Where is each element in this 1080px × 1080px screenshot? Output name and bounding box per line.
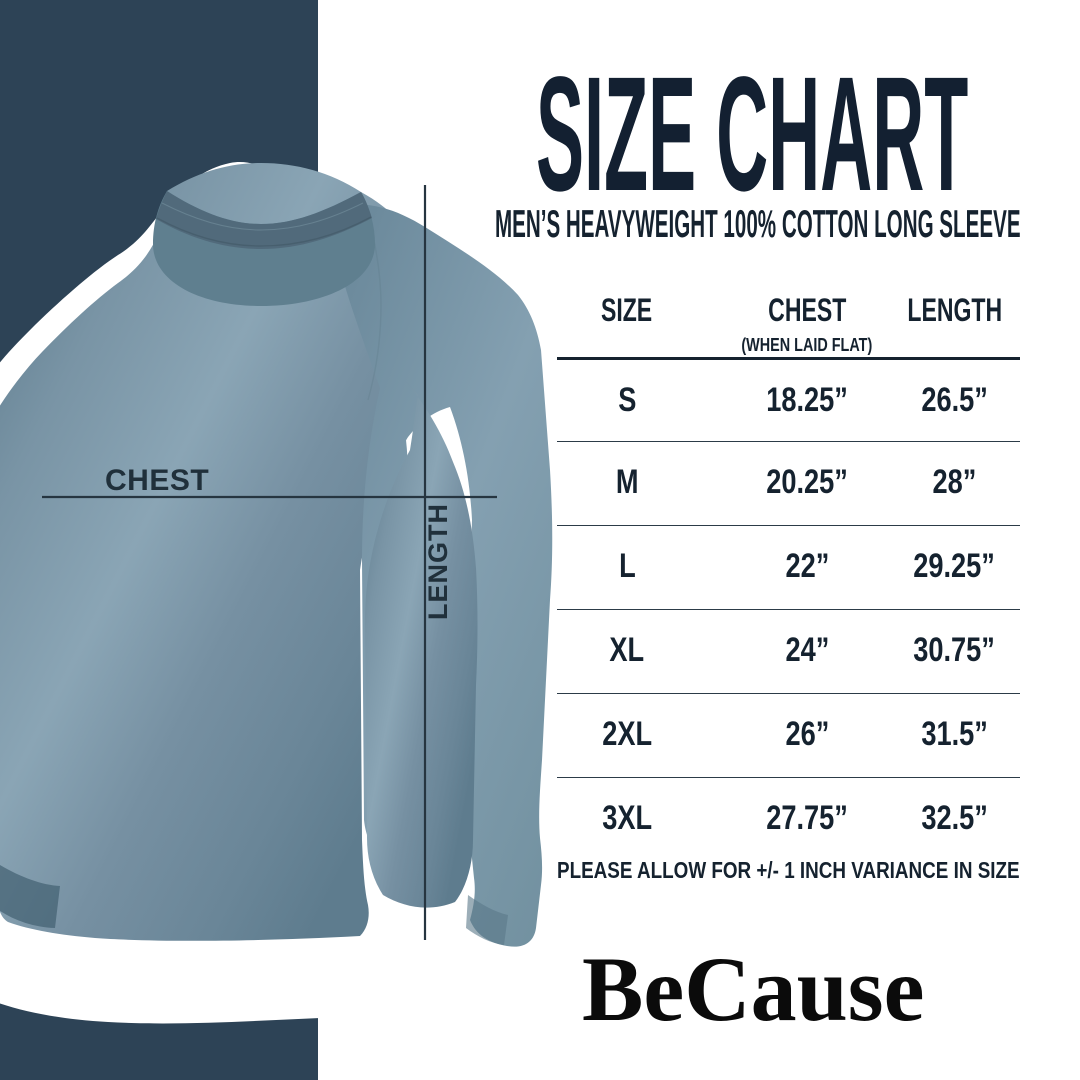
svg-text:CHEST: CHEST — [105, 464, 209, 497]
svg-text:LENGTH: LENGTH — [423, 503, 453, 620]
